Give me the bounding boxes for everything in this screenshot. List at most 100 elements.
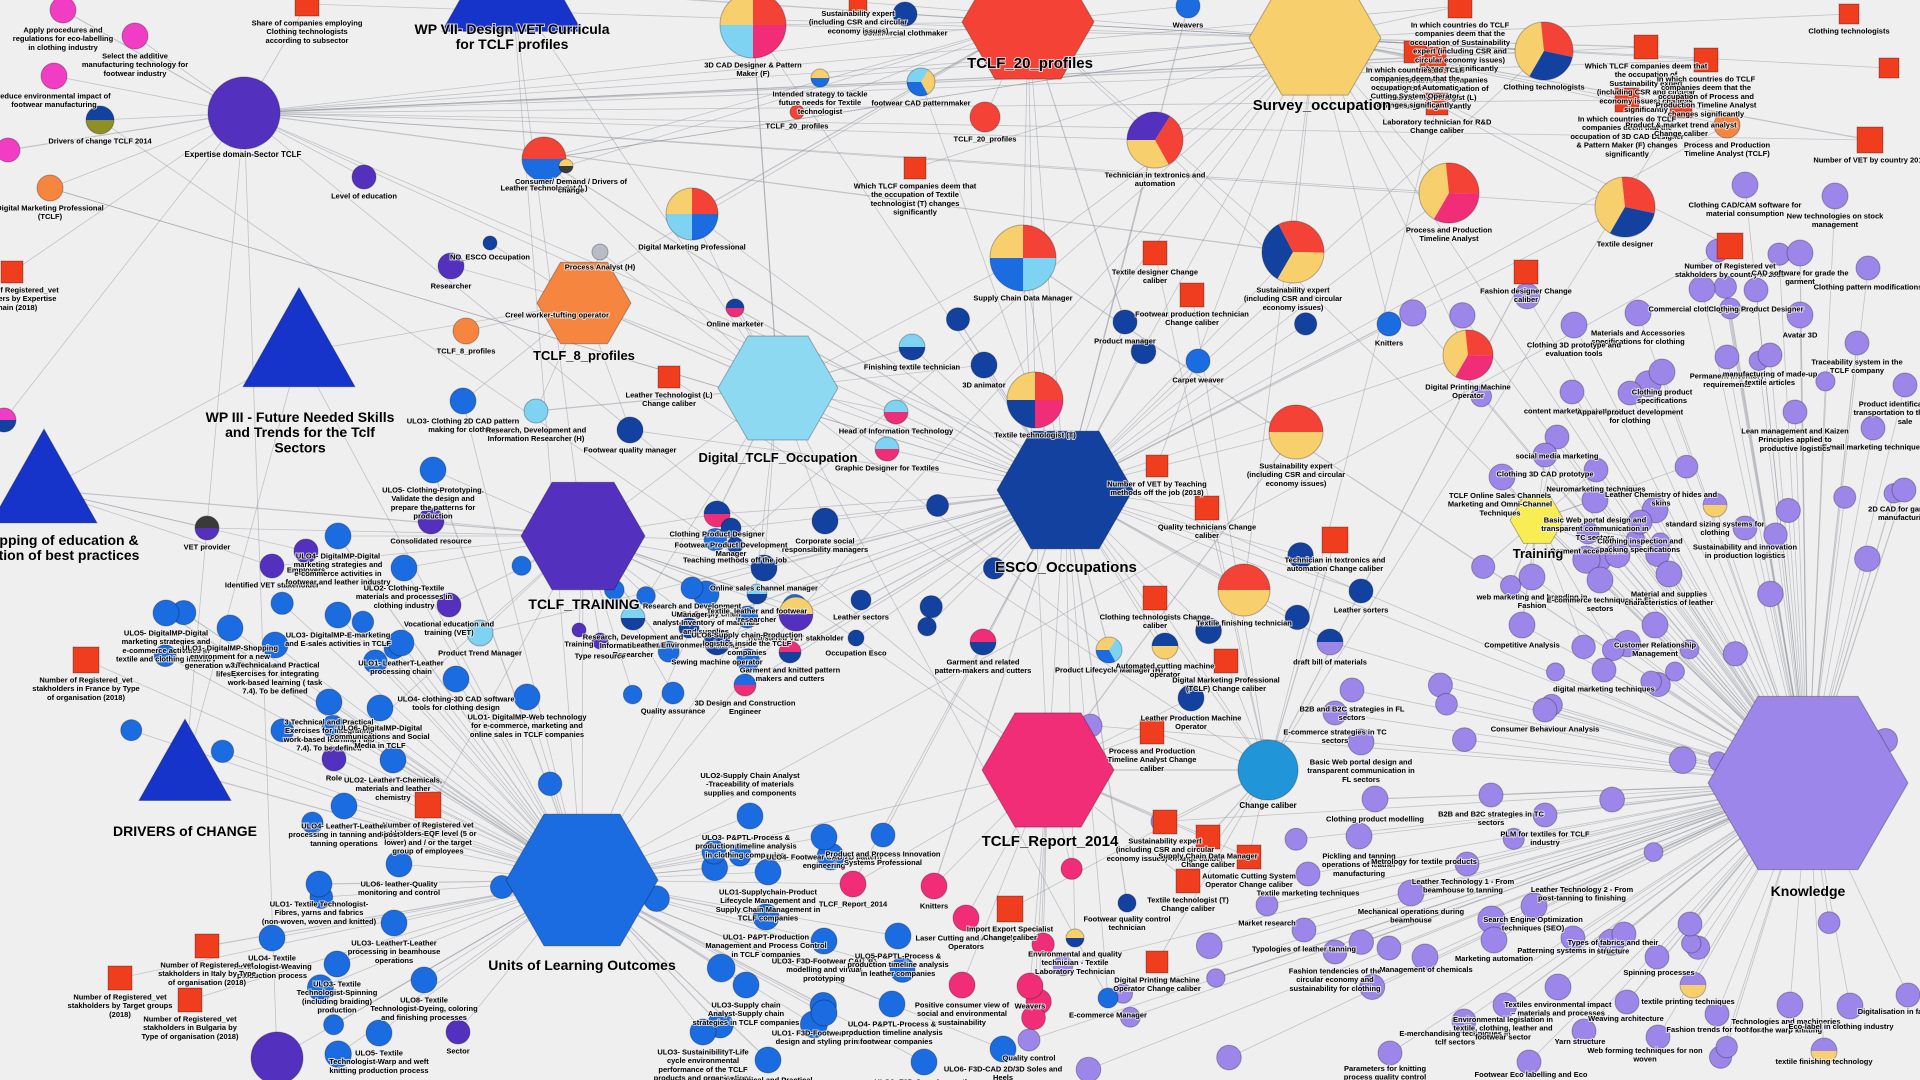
filler-node[interactable] bbox=[1645, 542, 1670, 567]
node-r13[interactable] bbox=[1322, 700, 1348, 726]
node-k37[interactable] bbox=[1644, 944, 1670, 970]
node-k38[interactable] bbox=[1544, 973, 1572, 1001]
node-k29[interactable] bbox=[1454, 851, 1480, 877]
node-t13[interactable] bbox=[665, 187, 719, 241]
node-e10[interactable] bbox=[1316, 628, 1344, 656]
node-u30[interactable] bbox=[445, 1019, 471, 1045]
node-e3[interactable] bbox=[1142, 585, 1168, 611]
node-w4[interactable] bbox=[449, 387, 477, 415]
node-m4[interactable] bbox=[85, 105, 115, 135]
node-r6[interactable] bbox=[1175, 868, 1201, 894]
node-t5[interactable] bbox=[906, 67, 936, 97]
node-k51[interactable] bbox=[1895, 982, 1920, 1008]
node-g34[interactable] bbox=[733, 673, 757, 697]
filler-node[interactable] bbox=[351, 610, 375, 634]
node-u18[interactable] bbox=[920, 872, 948, 900]
node-u8[interactable] bbox=[884, 922, 912, 950]
node-u1[interactable] bbox=[414, 791, 442, 819]
node-u27[interactable] bbox=[323, 950, 351, 978]
filler-node[interactable] bbox=[1640, 670, 1662, 693]
node-u4[interactable] bbox=[810, 823, 838, 851]
node-k18[interactable] bbox=[1576, 521, 1600, 545]
node-g14[interactable] bbox=[387, 629, 415, 657]
filler-node[interactable] bbox=[1601, 638, 1625, 662]
filler-node[interactable] bbox=[636, 586, 656, 606]
node-g7[interactable] bbox=[390, 554, 418, 582]
node-g39[interactable] bbox=[720, 517, 742, 539]
node-k33[interactable] bbox=[1480, 926, 1508, 954]
node-k31[interactable] bbox=[1376, 935, 1402, 961]
node-u11[interactable] bbox=[878, 990, 906, 1018]
node-t8[interactable] bbox=[1175, 0, 1201, 19]
node-k6[interactable] bbox=[1624, 299, 1652, 327]
node-k24[interactable] bbox=[1586, 566, 1614, 594]
node-s16[interactable] bbox=[1716, 232, 1744, 260]
node-k47[interactable] bbox=[1571, 1018, 1597, 1044]
filler-node[interactable] bbox=[1284, 604, 1310, 631]
node-wp3[interactable] bbox=[242, 286, 356, 388]
node-t30[interactable] bbox=[1268, 404, 1324, 460]
node-k13[interactable] bbox=[1617, 380, 1643, 406]
node-e8[interactable] bbox=[1151, 632, 1179, 660]
node-m5[interactable] bbox=[36, 174, 64, 202]
node-t26[interactable] bbox=[1185, 348, 1211, 374]
node-g28[interactable] bbox=[620, 605, 646, 631]
filler-node[interactable] bbox=[153, 644, 177, 668]
node-u16[interactable] bbox=[870, 822, 896, 848]
node-k15[interactable] bbox=[1532, 442, 1558, 468]
node-k20[interactable] bbox=[1702, 492, 1728, 518]
node-b4[interactable] bbox=[1117, 893, 1137, 913]
node-w1[interactable] bbox=[437, 252, 465, 280]
node-u12[interactable] bbox=[689, 1018, 717, 1046]
node-w6[interactable] bbox=[616, 416, 644, 444]
node-e6[interactable] bbox=[969, 628, 997, 656]
node-u34[interactable] bbox=[72, 646, 100, 674]
filler-node[interactable] bbox=[1348, 929, 1375, 955]
filler-node[interactable] bbox=[1470, 385, 1493, 408]
node-s4[interactable] bbox=[1403, 40, 1427, 64]
node-t32[interactable] bbox=[1145, 454, 1169, 478]
filler-node[interactable] bbox=[706, 953, 736, 983]
filler-node[interactable] bbox=[1571, 634, 1596, 660]
node-r9[interactable] bbox=[1345, 822, 1373, 850]
filler-node[interactable] bbox=[1021, 1005, 1046, 1031]
filler-node[interactable] bbox=[323, 1014, 345, 1036]
node-s18[interactable] bbox=[1821, 182, 1849, 210]
node-r7[interactable] bbox=[1347, 728, 1375, 756]
node-t11[interactable] bbox=[810, 68, 830, 88]
node-g40[interactable] bbox=[746, 583, 768, 605]
node-k2[interactable] bbox=[1743, 277, 1769, 303]
node-g26[interactable] bbox=[778, 596, 814, 632]
node-k35[interactable] bbox=[1611, 921, 1637, 947]
node-m9[interactable] bbox=[0, 260, 24, 284]
node-r16[interactable] bbox=[1591, 657, 1617, 683]
node-g35[interactable] bbox=[678, 617, 700, 639]
filler-node[interactable] bbox=[1679, 639, 1700, 660]
node-g10[interactable] bbox=[152, 599, 180, 627]
node-s17[interactable] bbox=[1731, 171, 1759, 199]
node-k39[interactable] bbox=[1614, 989, 1640, 1015]
node-g16[interactable] bbox=[513, 683, 541, 711]
node-u21[interactable] bbox=[948, 971, 976, 999]
filler-node[interactable] bbox=[1599, 786, 1625, 813]
node-s12[interactable] bbox=[1838, 3, 1860, 25]
filler-node[interactable] bbox=[1545, 662, 1566, 682]
node-t2[interactable] bbox=[558, 158, 574, 174]
node-u15[interactable] bbox=[989, 1035, 1017, 1063]
filler-node[interactable] bbox=[657, 640, 680, 663]
node-k28[interactable] bbox=[1411, 943, 1439, 971]
node-t21[interactable] bbox=[874, 436, 900, 462]
node-g36[interactable] bbox=[680, 576, 704, 600]
node-g9[interactable] bbox=[466, 619, 494, 647]
node-u26[interactable] bbox=[380, 909, 408, 937]
node-e1[interactable] bbox=[1194, 495, 1220, 521]
filler-node[interactable] bbox=[1719, 297, 1742, 320]
filler-node[interactable] bbox=[270, 718, 295, 743]
node-e13[interactable] bbox=[657, 365, 681, 389]
filler-node[interactable] bbox=[1668, 746, 1697, 774]
node-k43[interactable] bbox=[1836, 992, 1864, 1020]
node-k52[interactable] bbox=[1291, 917, 1317, 943]
node-t16[interactable] bbox=[725, 298, 745, 318]
node-k8[interactable] bbox=[1714, 344, 1740, 370]
node-g17[interactable] bbox=[315, 688, 343, 716]
